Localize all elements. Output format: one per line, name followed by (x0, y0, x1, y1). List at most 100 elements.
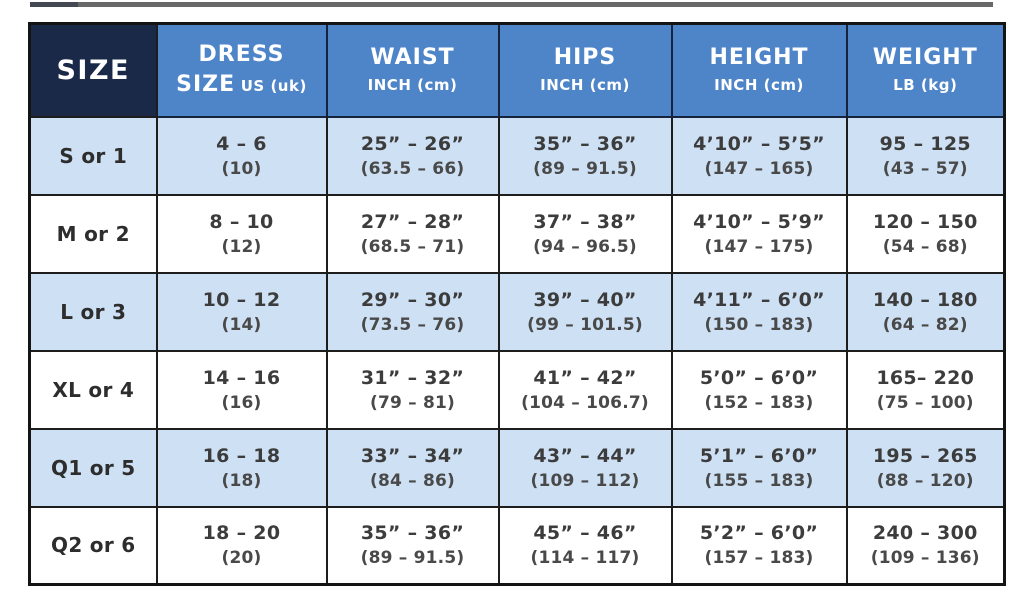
weight-kg-value: (75 – 100) (876, 392, 974, 413)
row-size-label: XL or 4 (28, 349, 158, 430)
table-row-q1: Q1 or 5 16 – 18 (18) 33” – 34” (84 – 86)… (28, 427, 1006, 508)
table-row-s: S or 1 4 – 6 (10) 25” – 26” (63.5 – 66) … (28, 115, 1006, 196)
dress-value: 10 – 12 (202, 288, 281, 311)
cell-height: 5’1” – 6’0” (155 – 183) (670, 427, 848, 508)
cell-weight: 140 – 180 (64 – 82) (845, 271, 1006, 352)
weight-value: 95 – 125 (879, 132, 971, 155)
waist-value: 33” – 34” (360, 444, 465, 467)
hips-cm-value: (94 – 96.5) (533, 236, 637, 257)
hips-cm-value: (104 – 106.7) (521, 392, 649, 413)
header-waist-label: WAIST (370, 45, 455, 71)
dress-uk-value: (18) (221, 470, 262, 491)
table-row-m: M or 2 8 – 10 (12) 27” – 28” (68.5 – 71)… (28, 193, 1006, 274)
header-weight-label: WEIGHT (872, 45, 978, 71)
cell-waist: 29” – 30” (73.5 – 76) (325, 271, 500, 352)
cell-hips: 43” – 44” (109 – 112) (497, 427, 673, 508)
cell-weight: 120 – 150 (54 – 68) (845, 193, 1006, 274)
dress-uk-value: (10) (221, 158, 262, 179)
weight-value: 120 – 150 (872, 210, 978, 233)
waist-cm-value: (84 – 86) (370, 470, 455, 491)
dress-value: 18 – 20 (202, 522, 281, 545)
cell-height: 4’10” – 5’5” (147 – 165) (670, 115, 848, 196)
waist-cm-value: (79 – 81) (370, 392, 455, 413)
waist-value: 25” – 26” (360, 132, 465, 155)
hips-value: 35” – 36” (533, 132, 637, 155)
hips-value: 41” – 42” (533, 366, 637, 389)
waist-cm-value: (73.5 – 76) (360, 314, 465, 335)
cell-height: 5’2” – 6’0” (157 – 183) (670, 505, 848, 586)
header-weight: WEIGHT LB (kg) (845, 22, 1006, 118)
hips-value: 43” – 44” (533, 444, 637, 467)
table-body: S or 1 4 – 6 (10) 25” – 26” (63.5 – 66) … (28, 115, 1006, 586)
cell-weight: 95 – 125 (43 – 57) (845, 115, 1006, 196)
cell-hips: 35” – 36” (89 – 91.5) (497, 115, 673, 196)
hips-value: 45” – 46” (533, 522, 637, 545)
cell-waist: 35” – 36” (89 – 91.5) (325, 505, 500, 586)
height-value: 4’11” – 6’0” (693, 288, 825, 311)
cell-dress: 8 – 10 (12) (155, 193, 328, 274)
weight-kg-value: (54 – 68) (882, 236, 968, 257)
cell-height: 5’0” – 6’0” (152 – 183) (670, 349, 848, 430)
height-cm-value: (157 – 183) (704, 548, 814, 569)
header-hips-sub: INCH (cm) (540, 76, 630, 95)
row-size-label: M or 2 (28, 193, 158, 274)
cell-dress: 14 – 16 (16) (155, 349, 328, 430)
dress-value: 14 – 16 (202, 366, 281, 389)
cell-dress: 10 – 12 (14) (155, 271, 328, 352)
cell-hips: 37” – 38” (94 – 96.5) (497, 193, 673, 274)
row-size-label: S or 1 (28, 115, 158, 196)
weight-value: 240 – 300 (872, 522, 978, 545)
weight-value: 140 – 180 (872, 288, 978, 311)
weight-value: 195 – 265 (872, 444, 978, 467)
cell-dress: 4 – 6 (10) (155, 115, 328, 196)
header-size: SIZE (28, 22, 158, 118)
waist-value: 35” – 36” (360, 522, 465, 545)
waist-cm-value: (89 – 91.5) (360, 548, 465, 569)
cell-height: 4’10” – 5’9” (147 – 175) (670, 193, 848, 274)
header-dress-line2: SIZE US (uk) (158, 70, 326, 100)
header-height: HEIGHT INCH (cm) (670, 22, 848, 118)
header-hips-label: HIPS (553, 45, 617, 71)
cell-waist: 33” – 34” (84 – 86) (325, 427, 500, 508)
header-dress-line1: DRESS (198, 42, 285, 68)
dress-value: 8 – 10 (209, 210, 274, 233)
height-value: 5’1” – 6’0” (699, 444, 819, 467)
cropped-edge-artifact (30, 2, 993, 7)
header-height-sub: INCH (cm) (714, 76, 804, 95)
height-cm-value: (150 – 183) (704, 314, 814, 335)
waist-value: 31” – 32” (360, 366, 465, 389)
cell-waist: 25” – 26” (63.5 – 66) (325, 115, 500, 196)
cell-weight: 195 – 265 (88 – 120) (845, 427, 1006, 508)
height-cm-value: (147 – 175) (704, 236, 814, 257)
hips-value: 39” – 40” (533, 288, 637, 311)
weight-kg-value: (64 – 82) (882, 314, 968, 335)
header-waist: WAIST INCH (cm) (325, 22, 500, 118)
cell-hips: 41” – 42” (104 – 106.7) (497, 349, 673, 430)
waist-cm-value: (63.5 – 66) (360, 158, 465, 179)
height-cm-value: (155 – 183) (704, 470, 814, 491)
header-hips: HIPS INCH (cm) (497, 22, 673, 118)
hips-cm-value: (99 – 101.5) (527, 314, 643, 335)
dress-uk-value: (16) (221, 392, 262, 413)
height-value: 4’10” – 5’9” (693, 210, 825, 233)
height-value: 5’2” – 6’0” (699, 522, 819, 545)
table-row-xl: XL or 4 14 – 16 (16) 31” – 32” (79 – 81)… (28, 349, 1006, 430)
height-cm-value: (147 – 165) (704, 158, 814, 179)
header-row: SIZE DRESS SIZE US (uk) WAIST INCH (cm) … (28, 22, 1006, 118)
cell-waist: 27” – 28” (68.5 – 71) (325, 193, 500, 274)
header-weight-sub: LB (kg) (893, 76, 958, 95)
height-value: 4’10” – 5’5” (693, 132, 825, 155)
hips-cm-value: (89 – 91.5) (533, 158, 637, 179)
row-size-label: L or 3 (28, 271, 158, 352)
cell-waist: 31” – 32” (79 – 81) (325, 349, 500, 430)
waist-value: 29” – 30” (360, 288, 465, 311)
size-chart-table: SIZE DRESS SIZE US (uk) WAIST INCH (cm) … (28, 22, 1006, 586)
header-height-label: HEIGHT (709, 45, 809, 71)
waist-value: 27” – 28” (360, 210, 465, 233)
weight-kg-value: (109 – 136) (870, 548, 980, 569)
height-cm-value: (152 – 183) (704, 392, 814, 413)
cell-hips: 45” – 46” (114 – 117) (497, 505, 673, 586)
dress-uk-value: (12) (221, 236, 262, 257)
row-size-label: Q1 or 5 (28, 427, 158, 508)
